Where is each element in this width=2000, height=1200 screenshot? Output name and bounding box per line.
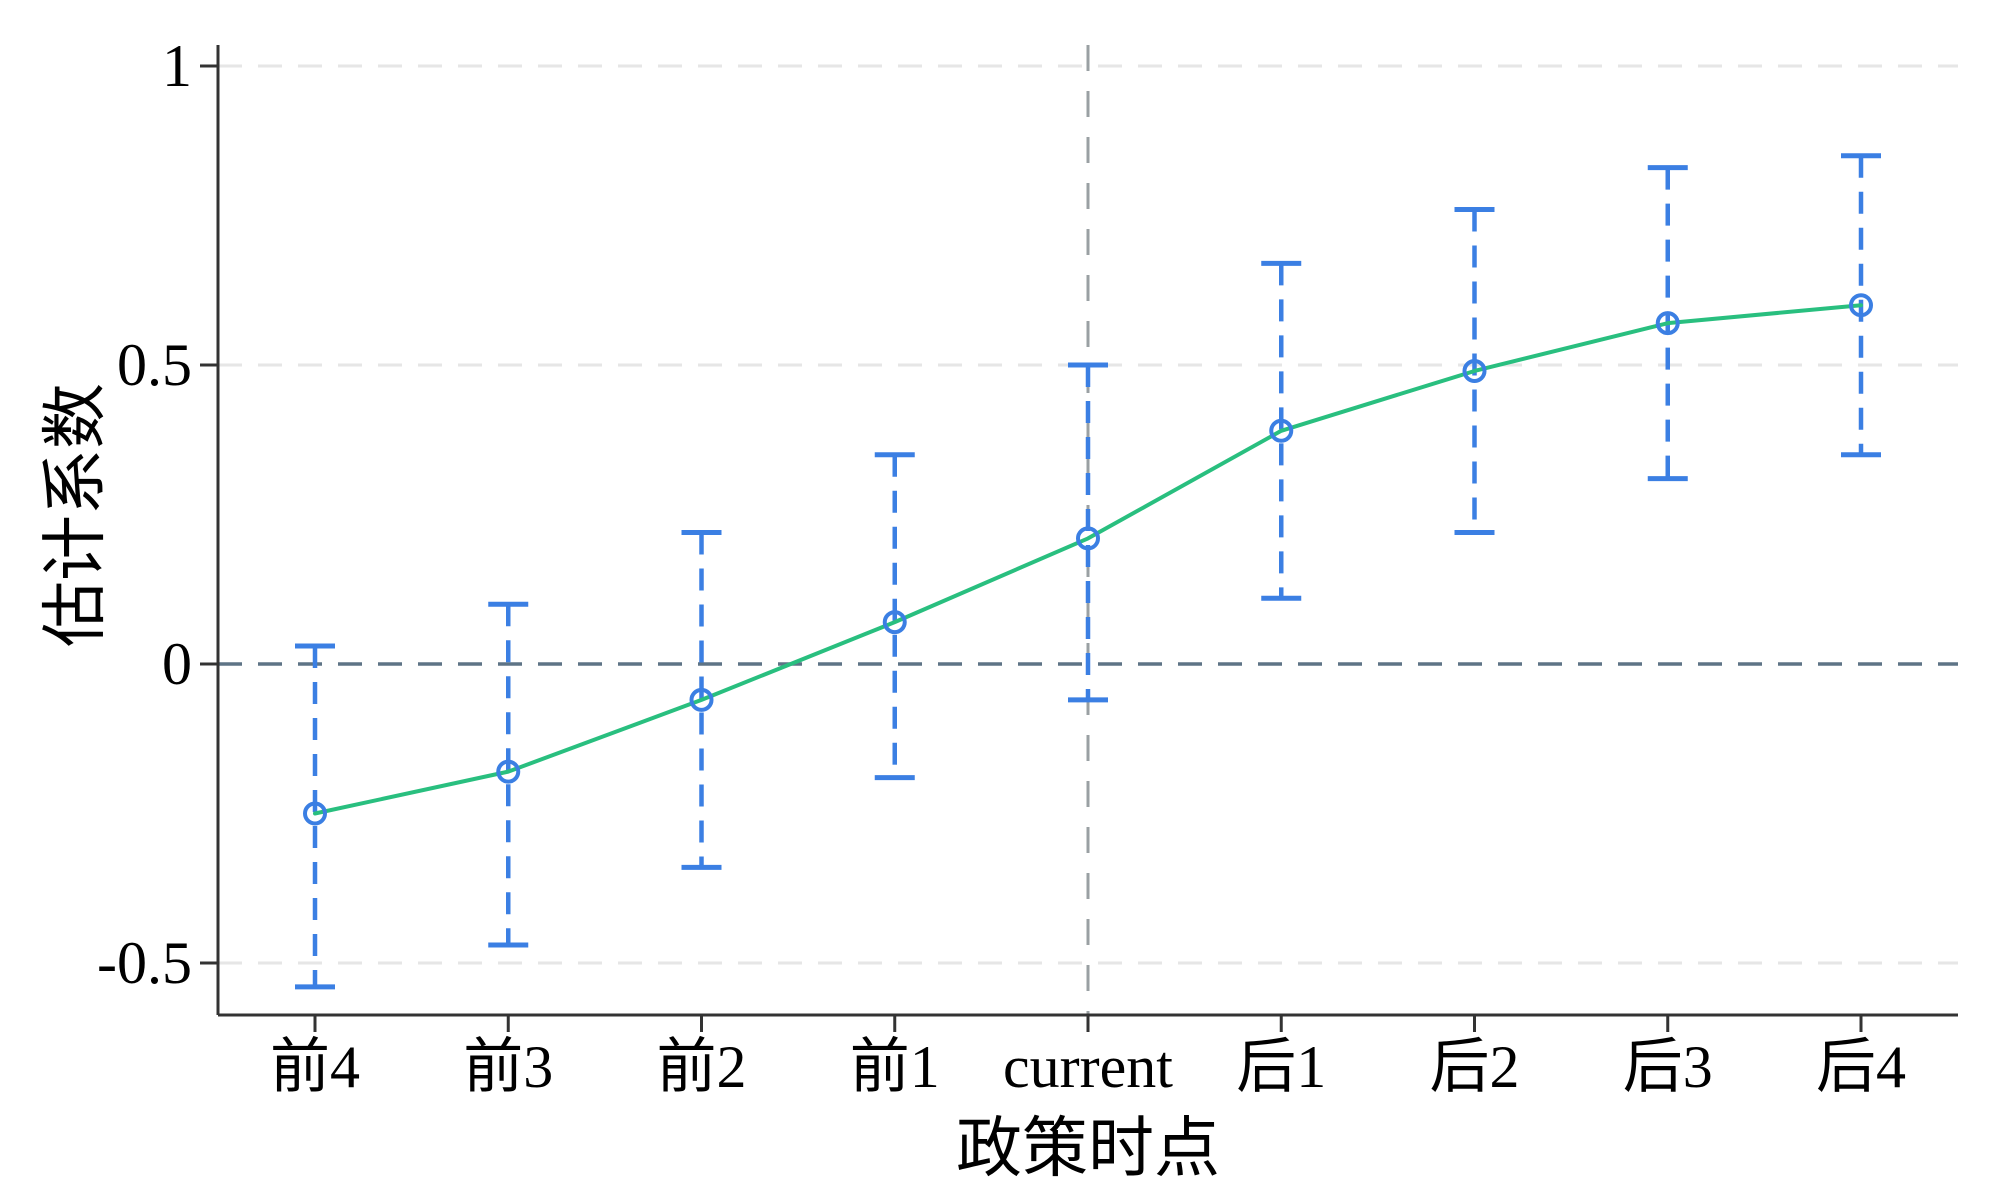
coefficient-line [313,303,1863,816]
x-tick-label: 后4 [1816,1034,1906,1100]
coefficient-marker [496,759,521,784]
coefficient-marker [1849,293,1873,318]
x-tick-label: 前4 [270,1034,360,1100]
x-tick-label: 前3 [463,1034,553,1100]
x-tick-label: 前1 [850,1034,940,1100]
coefficient-marker [689,687,714,712]
x-tick-label: 后2 [1430,1034,1520,1100]
series-layer [303,293,1873,826]
x-axis-title: 政策时点 [956,1113,1220,1186]
x-tick-label: 后3 [1623,1034,1713,1100]
coefficient-marker [1655,311,1680,336]
axes-layer [200,45,1958,1032]
coefficient-marker [303,801,327,826]
y-tick-label: 0.5 [117,332,192,398]
x-tick-label: 后1 [1236,1034,1326,1100]
x-tick-label: current [1003,1034,1173,1100]
y-tick-label: -0.5 [97,930,192,996]
tick-label-layer: 1 0.5 0 -0.5 前4 前3 前2 前1 current 后1 后2 后3 后4 [97,33,1906,1100]
x-tick-label: 前2 [657,1034,747,1100]
coefficient-marker [882,610,907,635]
y-tick-label: 0 [162,631,192,697]
coefficient-marker [1076,526,1100,551]
coefficient-marker [1269,418,1294,443]
coefficient-marker [1462,358,1487,383]
y-axis-title: 估计系数 [40,383,113,647]
y-tick-label: 1 [162,33,192,99]
